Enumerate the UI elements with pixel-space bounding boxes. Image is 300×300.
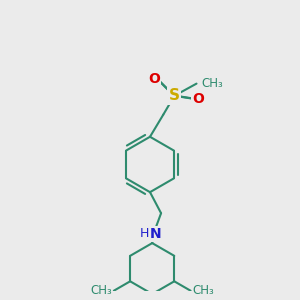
Text: CH₃: CH₃ — [201, 77, 223, 90]
Text: O: O — [192, 92, 204, 106]
Text: N: N — [150, 227, 161, 241]
Text: CH₃: CH₃ — [193, 284, 214, 297]
Text: O: O — [148, 72, 160, 86]
Text: CH₃: CH₃ — [90, 284, 112, 297]
Text: S: S — [169, 88, 180, 103]
Text: H: H — [140, 226, 149, 240]
